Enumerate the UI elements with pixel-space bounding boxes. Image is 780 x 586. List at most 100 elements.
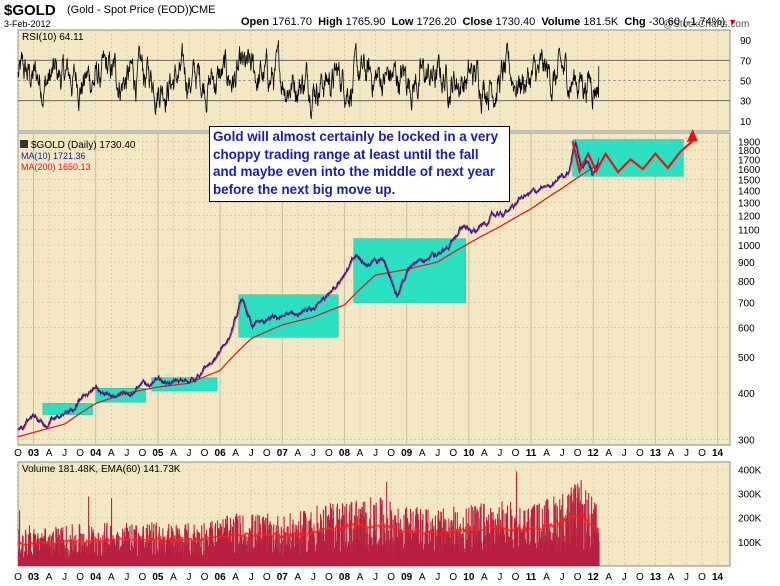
- x-tick-label: 13: [650, 572, 662, 583]
- x-tick-label: 07: [277, 448, 289, 459]
- volume-bar: [236, 519, 238, 566]
- volume-bar: [403, 514, 405, 566]
- volume-label: Volume: [541, 16, 581, 28]
- x-tick-label: J: [124, 572, 129, 583]
- x-tick-label: 11: [526, 448, 537, 459]
- consolidation-box: [42, 403, 93, 415]
- description: (Gold - Spot Price (EOD)): [67, 4, 193, 16]
- price-tick-label: 300: [738, 436, 755, 447]
- volume-bar: [27, 534, 29, 566]
- x-tick-label: O: [512, 448, 520, 459]
- x-tick-label: A: [108, 448, 115, 459]
- x-tick-label: J: [373, 572, 378, 583]
- volume-bar: [237, 516, 239, 566]
- chg-label: Chg: [624, 16, 646, 28]
- volume-bar: [342, 504, 344, 566]
- volume-bar: [57, 528, 59, 566]
- price-tick-label: 1100: [738, 226, 760, 237]
- volume-bar: [283, 516, 285, 566]
- volume-bar: [386, 481, 388, 566]
- volume-bar: [133, 529, 135, 566]
- volume-bar: [267, 529, 269, 566]
- x-tick-label: A: [232, 448, 239, 459]
- x-tick-label: A: [170, 572, 177, 583]
- x-tick-label: 08: [339, 572, 351, 583]
- price-tick-label: 700: [738, 299, 755, 310]
- volume-bar: [217, 520, 219, 566]
- volume-bar: [541, 508, 543, 566]
- x-tick-label: 09: [401, 572, 413, 583]
- x-tick-label: A: [357, 448, 364, 459]
- volume-bar: [524, 510, 526, 566]
- ma10-line: [17, 144, 600, 430]
- x-tick-label: O: [76, 572, 84, 583]
- volume-bar: [186, 529, 188, 566]
- volume-bar: [333, 530, 335, 566]
- volume-bar: [60, 527, 62, 566]
- volume-bar: [409, 523, 411, 566]
- down-triangle-icon: ▼: [728, 17, 738, 27]
- volume-bar: [164, 536, 166, 566]
- volume-bar: [568, 493, 570, 566]
- x-tick-label: J: [249, 448, 254, 459]
- x-tick-label: J: [497, 572, 502, 583]
- x-tick-label: A: [108, 572, 115, 583]
- forecast-annotation: Gold will almost certainly be locked in …: [209, 126, 510, 202]
- price-tick-label: 1300: [738, 199, 761, 210]
- x-tick-label: O: [512, 572, 520, 583]
- volume-tick-label: 400K: [738, 465, 762, 476]
- x-tick-label: 14: [712, 448, 724, 459]
- volume-bar: [436, 529, 438, 566]
- rsi-line: [17, 40, 600, 120]
- volume-bar: [194, 532, 196, 566]
- volume-bar: [233, 522, 235, 566]
- volume-bar: [422, 514, 424, 566]
- x-tick-label: J: [62, 572, 67, 583]
- volume-tick-label: 200K: [738, 514, 762, 525]
- volume-bar: [287, 526, 289, 566]
- x-tick-label: 13: [650, 448, 662, 459]
- price-tick-label: 500: [738, 353, 755, 364]
- volume-bar: [251, 515, 253, 566]
- x-tick-label: 04: [90, 572, 102, 583]
- volume-bar: [485, 535, 487, 566]
- volume-bar: [556, 506, 558, 566]
- rsi-tick-label: 50: [740, 77, 752, 88]
- volume-bar: [458, 528, 460, 566]
- volume-bar: [440, 512, 442, 566]
- volume-tick-label: 300K: [738, 489, 762, 500]
- volume-bar: [480, 503, 482, 566]
- volume-bar: [241, 543, 243, 566]
- volume-bar: [123, 531, 125, 566]
- chg-value: -30.60 (-1.74%): [648, 16, 726, 28]
- volume-bar: [521, 531, 523, 566]
- volume-bar: [100, 537, 102, 566]
- x-tick-label: 12: [588, 572, 600, 583]
- volume-bar: [117, 534, 119, 566]
- volume-bar: [191, 540, 193, 566]
- x-tick-label: A: [232, 572, 239, 583]
- rsi-tick-label: 10: [740, 117, 752, 128]
- volume-bar: [427, 509, 429, 566]
- volume-bar: [146, 524, 148, 566]
- volume-bar: [465, 508, 467, 566]
- volume-bar: [546, 498, 548, 566]
- x-tick-label: 11: [526, 572, 537, 583]
- price-line: [17, 139, 600, 431]
- volume-bar: [145, 528, 147, 566]
- volume-bar: [19, 510, 21, 566]
- x-tick-label: A: [357, 572, 364, 583]
- x-tick-label: 10: [463, 448, 475, 459]
- volume-bar: [354, 516, 356, 566]
- volume-bar: [305, 517, 307, 566]
- volume-bar: [418, 519, 420, 566]
- volume-bar: [224, 519, 226, 566]
- volume-bar: [584, 504, 586, 566]
- open-label: Open: [241, 16, 270, 28]
- volume-bar: [598, 541, 600, 566]
- x-tick-label: A: [481, 572, 488, 583]
- volume-bar: [461, 533, 463, 566]
- volume-bar: [425, 509, 427, 566]
- volume-bar: [444, 518, 446, 566]
- x-tick-label: O: [636, 572, 644, 583]
